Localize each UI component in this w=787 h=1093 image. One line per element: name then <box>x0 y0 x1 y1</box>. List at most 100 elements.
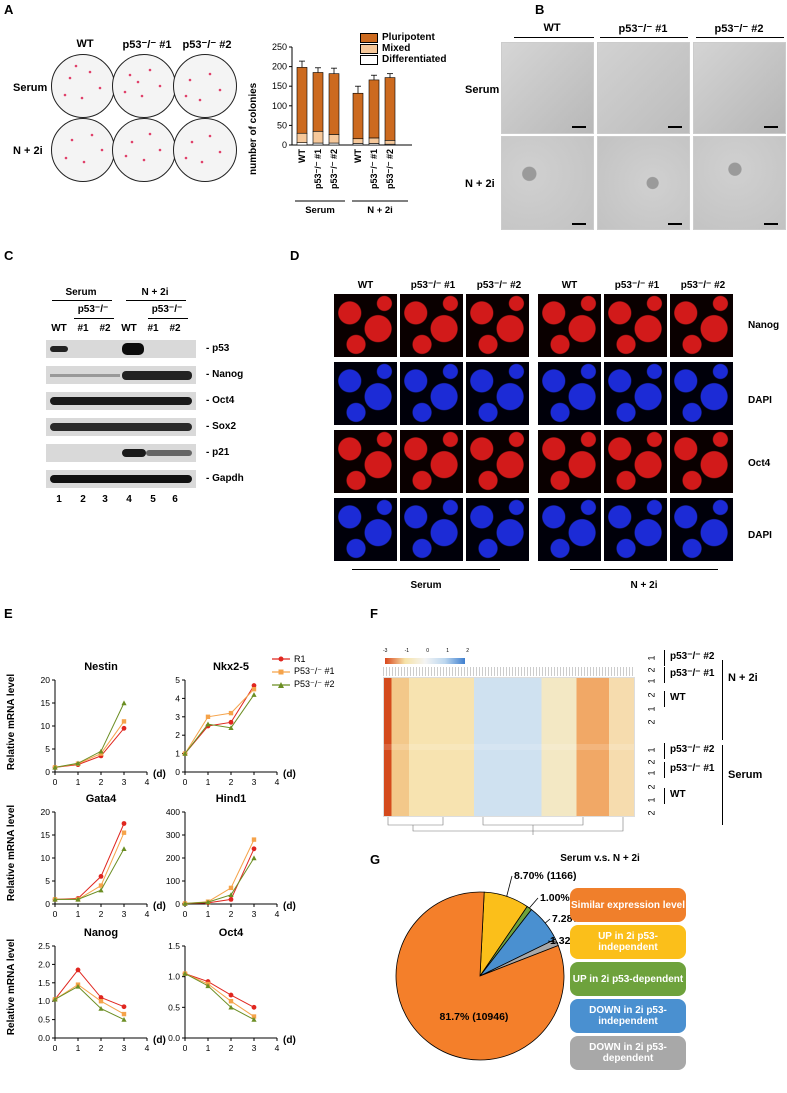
data-point <box>98 748 104 754</box>
colony-dish <box>112 118 176 182</box>
band <box>122 371 192 380</box>
if-image <box>670 294 733 357</box>
y-tick-label: 3 <box>175 712 180 722</box>
blot-strip-oct4 <box>46 392 196 410</box>
blot-cond-line <box>52 300 112 301</box>
lane-top: WT <box>51 323 67 334</box>
data-point <box>205 983 211 989</box>
if-image <box>466 362 529 425</box>
e-y-label: Relative mRNA level <box>6 939 17 1036</box>
y-tick-label: 0 <box>45 899 50 909</box>
pie-legend-similar: Similar expression level <box>570 888 686 922</box>
chart-title: Nkx2-5 <box>213 661 249 673</box>
y-tick-label: 1.5 <box>168 941 180 951</box>
data-point <box>251 1017 257 1022</box>
x-tick-label: 1 <box>206 777 211 787</box>
dendrogram <box>387 817 624 835</box>
if-col-label: p53⁻/⁻ #2 <box>680 280 726 291</box>
y-tick-label: 1.0 <box>38 996 50 1006</box>
legend-item-differentiated: Differentiated <box>360 54 480 65</box>
if-col-label: WT <box>357 280 374 291</box>
series-line <box>54 702 125 768</box>
data-point <box>121 1017 127 1022</box>
y-tick-label: 0.5 <box>38 1015 50 1025</box>
x-tick-label: 1 <box>206 909 211 919</box>
if-image <box>604 294 667 357</box>
data-point <box>75 896 81 902</box>
blot-sub-line <box>148 318 188 319</box>
heatmap-row-label: WT <box>670 692 686 703</box>
y-tick-label: 20 <box>41 807 51 817</box>
x-tick-label: 2 <box>229 777 234 787</box>
bf-image <box>693 42 786 134</box>
x-tick-label: 2 <box>99 909 104 919</box>
band-label: - p21 <box>206 447 230 458</box>
x-tick-label: 4 <box>145 777 150 787</box>
e-y-label: Relative mRNA level <box>6 674 17 771</box>
pie-legend-up-independent: UP in 2i p53-independent <box>570 925 686 959</box>
y-tick-label: 100 <box>166 876 180 886</box>
x-unit-label: (d) <box>283 769 296 780</box>
data-point <box>251 687 257 692</box>
e-legend-item: R1 <box>272 652 362 665</box>
bar-segment <box>352 92 364 140</box>
x-tick-label: 4 <box>145 1043 150 1053</box>
mrna-line-charts: Relative mRNA level Relative mRNA level … <box>6 661 296 1053</box>
blot-strip-nanog <box>46 366 196 384</box>
colony-dish <box>51 54 115 118</box>
series-line <box>54 823 125 900</box>
scale-bar <box>764 223 778 225</box>
if-image <box>538 362 601 425</box>
lane-number: 3 <box>102 494 108 505</box>
bar-y-tick-label: 250 <box>272 42 287 52</box>
if-image <box>400 498 463 561</box>
bar-y-tick-label: 50 <box>277 120 287 130</box>
panel-label-c: C <box>4 248 14 263</box>
bar-segment <box>384 139 396 145</box>
group-label-n2i: N + 2i <box>367 205 393 216</box>
data-point <box>121 700 127 706</box>
pie-callout-line <box>544 918 551 924</box>
data-point <box>75 967 81 973</box>
if-col-label: p53⁻/⁻ #2 <box>476 280 522 291</box>
bar-x-label: p53⁻/⁻ #1 <box>369 149 379 189</box>
y-tick-label: 0 <box>175 899 180 909</box>
heatmap-group-line <box>722 745 723 825</box>
data-point <box>121 719 127 724</box>
x-unit-label: (d) <box>283 901 296 912</box>
series-line <box>54 727 125 768</box>
lane-top: #2 <box>169 323 181 334</box>
data-point <box>228 992 234 998</box>
y-tick-label: 15 <box>41 698 51 708</box>
bf-row-label: Serum <box>465 84 500 96</box>
data-point <box>121 821 127 826</box>
bar-segment <box>352 138 364 144</box>
bar-y-tick-label: 100 <box>272 101 287 111</box>
x-tick-label: 1 <box>76 1043 81 1053</box>
y-tick-label: 2.5 <box>38 941 50 951</box>
y-tick-label: 4 <box>175 693 180 703</box>
panel-label-f: F <box>370 606 378 621</box>
bar-y-axis-label: number of colonies <box>248 82 259 175</box>
pie-slice <box>395 891 565 1061</box>
replicate-label: 1 <box>646 678 657 684</box>
x-unit-label: (d) <box>153 901 166 912</box>
x-tick-label: 2 <box>99 1043 104 1053</box>
band <box>50 397 192 405</box>
x-tick-label: 2 <box>229 1043 234 1053</box>
x-unit-label: (d) <box>153 769 166 780</box>
colony-dish <box>173 54 237 118</box>
panel-label-g: G <box>370 852 381 867</box>
data-point <box>182 971 188 976</box>
bar-segment <box>312 72 324 132</box>
series-line <box>184 857 255 905</box>
data-point <box>205 899 211 905</box>
data-point <box>251 683 257 688</box>
band <box>122 449 146 457</box>
x-tick-label: 2 <box>99 777 104 787</box>
replicate-label: 2 <box>646 810 657 816</box>
bar-legend: Pluripotent Mixed Differentiated <box>360 32 480 65</box>
y-tick-label: 10 <box>41 853 51 863</box>
pie-callout-line <box>506 875 513 897</box>
data-point <box>182 900 188 906</box>
